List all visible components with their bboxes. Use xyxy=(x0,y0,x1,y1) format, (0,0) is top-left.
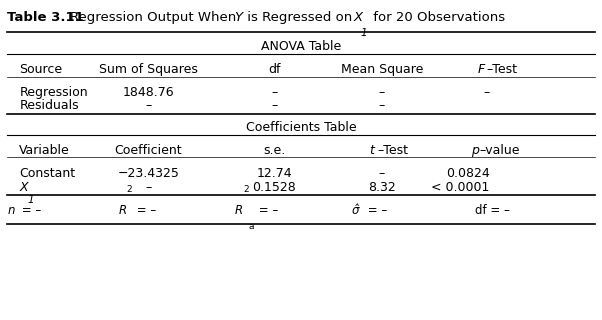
Text: = –: = – xyxy=(17,204,41,217)
Text: Regression Output When: Regression Output When xyxy=(70,11,241,24)
Text: 0.0824: 0.0824 xyxy=(446,167,490,180)
Text: –Test: –Test xyxy=(486,63,517,76)
Text: Mean Square: Mean Square xyxy=(341,63,423,76)
Text: –: – xyxy=(145,180,151,194)
Text: 2: 2 xyxy=(243,185,249,194)
Text: 1: 1 xyxy=(28,195,34,205)
Text: t: t xyxy=(368,144,374,157)
Text: 12.74: 12.74 xyxy=(256,167,292,180)
Text: –: – xyxy=(145,99,151,112)
Text: df = –: df = – xyxy=(475,204,510,217)
Text: = –: = – xyxy=(364,204,387,217)
Text: –: – xyxy=(483,86,490,100)
Text: is Regressed on: is Regressed on xyxy=(243,11,356,24)
Text: ANOVA Table: ANOVA Table xyxy=(261,40,341,53)
Text: –value: –value xyxy=(479,144,520,157)
Text: for 20 Observations: for 20 Observations xyxy=(369,11,506,24)
Text: –: – xyxy=(271,86,277,100)
Text: 8.32: 8.32 xyxy=(368,180,396,194)
Text: Table 3.11: Table 3.11 xyxy=(7,11,84,24)
Text: −23.4325: −23.4325 xyxy=(117,167,179,180)
Text: a: a xyxy=(249,222,255,231)
Text: = –: = – xyxy=(133,204,157,217)
Text: Source: Source xyxy=(19,63,63,76)
Text: R: R xyxy=(235,204,243,217)
Text: Sum of Squares: Sum of Squares xyxy=(99,63,197,76)
Text: Constant: Constant xyxy=(19,167,75,180)
Text: –: – xyxy=(379,86,385,100)
Text: 2: 2 xyxy=(126,185,132,194)
Text: X: X xyxy=(353,11,362,24)
Text: –: – xyxy=(271,99,277,112)
Text: 1848.76: 1848.76 xyxy=(122,86,174,100)
Text: –: – xyxy=(379,167,385,180)
Text: Coefficient: Coefficient xyxy=(114,144,182,157)
Text: = –: = – xyxy=(255,204,279,217)
Text: Variable: Variable xyxy=(19,144,70,157)
Text: –: – xyxy=(379,99,385,112)
Text: s.e.: s.e. xyxy=(263,144,285,157)
Text: σ̂: σ̂ xyxy=(352,204,359,217)
Text: Residuals: Residuals xyxy=(19,99,79,112)
Text: p: p xyxy=(471,144,479,157)
Text: Regression: Regression xyxy=(19,86,88,100)
Text: 0.1528: 0.1528 xyxy=(252,180,296,194)
Text: Coefficients Table: Coefficients Table xyxy=(246,121,356,134)
Text: R: R xyxy=(118,204,126,217)
Text: X: X xyxy=(19,180,28,194)
Text: –Test: –Test xyxy=(377,144,408,157)
Text: df: df xyxy=(268,63,281,76)
Text: F: F xyxy=(478,63,485,76)
Text: 1: 1 xyxy=(361,28,368,38)
Text: < 0.0001: < 0.0001 xyxy=(432,180,490,194)
Text: Y: Y xyxy=(234,11,242,24)
Text: n: n xyxy=(7,204,15,217)
